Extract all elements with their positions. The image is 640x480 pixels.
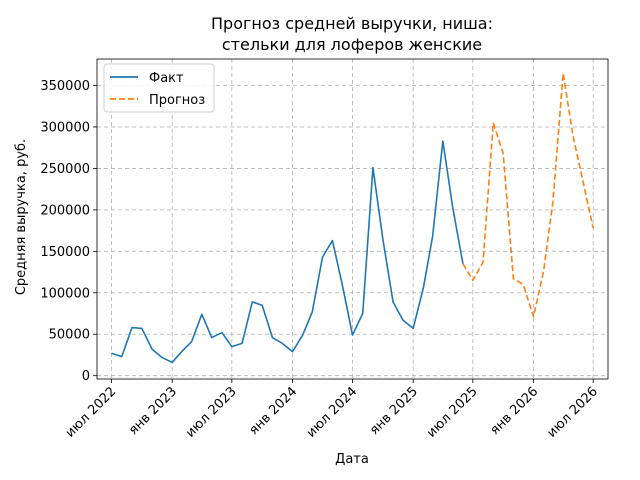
x-axis-title: Дата xyxy=(335,452,369,467)
y-axis-title: Средняя выручка, руб. xyxy=(14,139,29,295)
y-tick-label: 300000 xyxy=(40,120,90,135)
plot-series xyxy=(111,72,594,364)
y-tick-label: 150000 xyxy=(40,245,90,260)
y-tick-label: 250000 xyxy=(40,162,90,177)
legend-label-fact: Факт xyxy=(149,71,184,86)
series-line-forecast xyxy=(462,72,594,318)
y-tick-label: 0 xyxy=(82,369,90,384)
y-tick-label: 200000 xyxy=(40,203,90,218)
legend-box xyxy=(103,63,215,113)
series-line-fact xyxy=(111,140,464,364)
legend: Факт Прогноз xyxy=(103,63,215,113)
chart-title-line-2: стельки для лоферов женские xyxy=(222,35,482,54)
y-tick-label: 50000 xyxy=(49,328,90,343)
chart-title-line-1: Прогноз средней выручки, ниша: xyxy=(211,14,493,33)
y-tick-label: 350000 xyxy=(40,79,90,94)
legend-label-forecast: Прогноз xyxy=(149,93,205,108)
y-tick-label: 100000 xyxy=(40,286,90,301)
